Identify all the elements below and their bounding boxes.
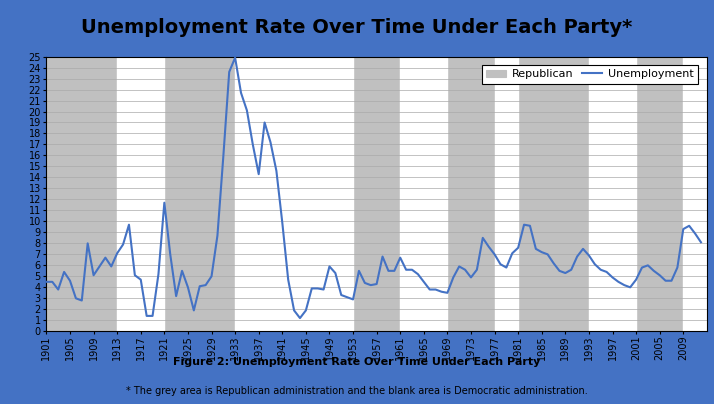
Text: Unemployment Rate Over Time Under Each Party*: Unemployment Rate Over Time Under Each P… (81, 18, 633, 37)
Bar (117, 57, 164, 331)
Legend: Republican, Unemployment: Republican, Unemployment (482, 65, 698, 84)
Text: * The grey area is Republican administration and the blank area is Democratic ad: * The grey area is Republican administra… (126, 386, 588, 396)
Bar (235, 57, 353, 331)
Bar (401, 57, 448, 331)
Bar (495, 57, 518, 331)
Text: Figure 2: Unemployment Rate Over Time Under Each Party: Figure 2: Unemployment Rate Over Time Un… (174, 357, 540, 367)
Bar (589, 57, 636, 331)
Bar (683, 57, 707, 331)
